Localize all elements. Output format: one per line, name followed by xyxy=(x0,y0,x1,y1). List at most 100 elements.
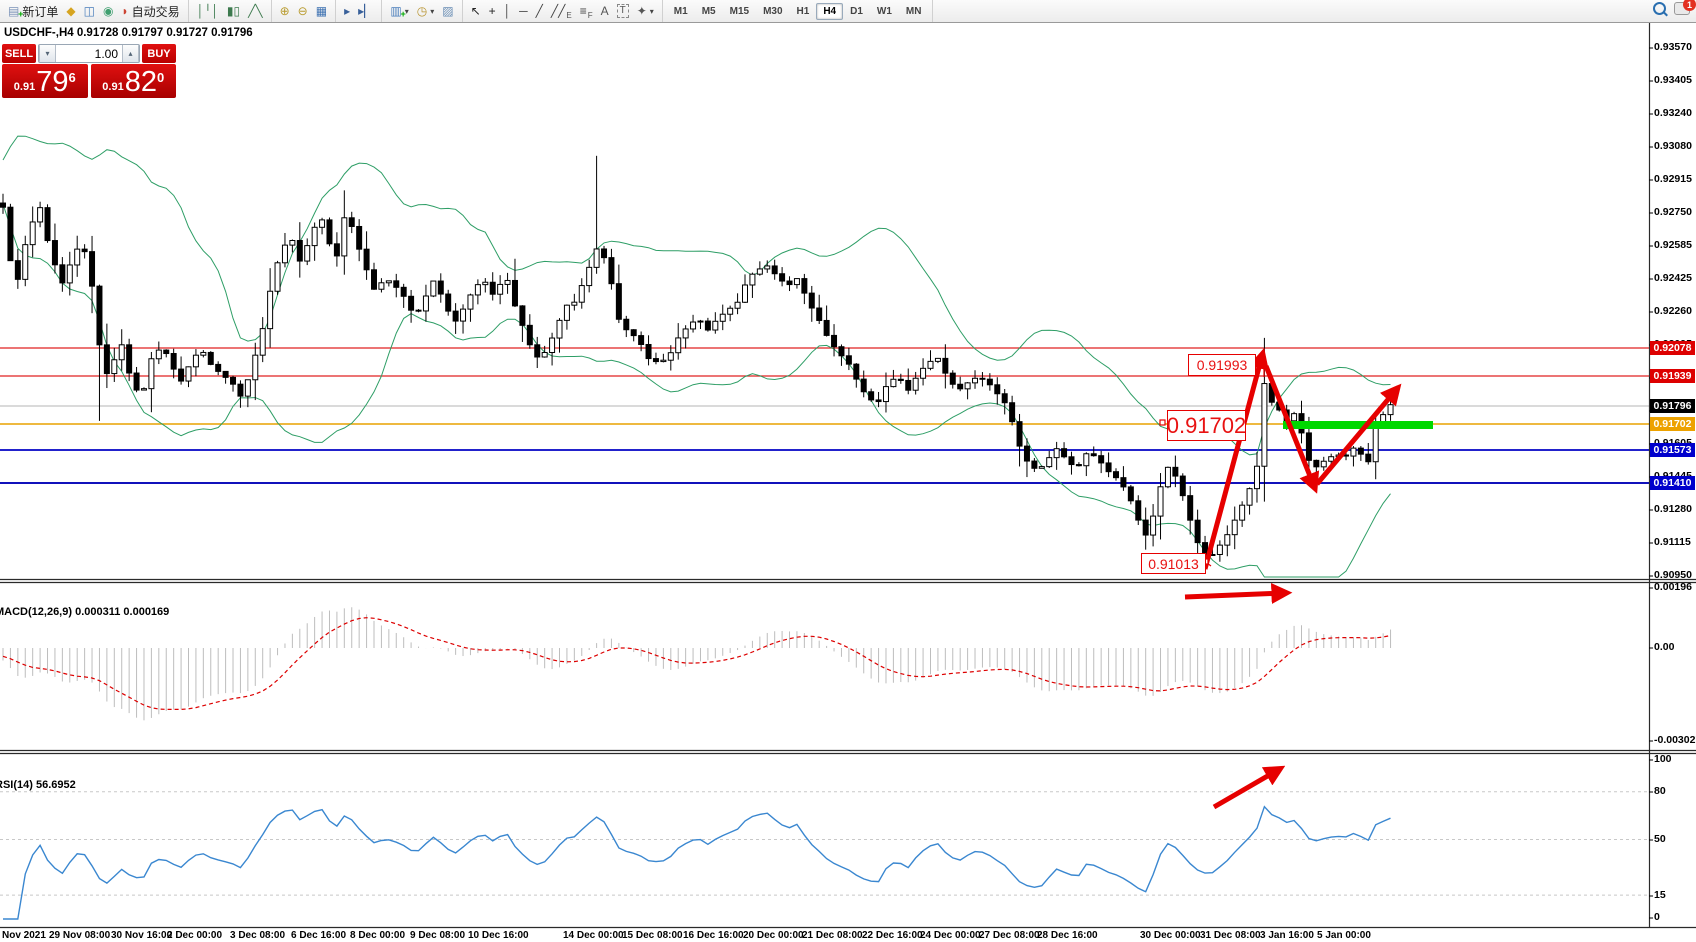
cursor-icon[interactable]: ↖ xyxy=(467,1,485,21)
volume-increase-button[interactable]: ▴ xyxy=(122,45,139,62)
candle-body xyxy=(489,281,496,295)
candle-body xyxy=(378,282,385,290)
candle-body xyxy=(1150,515,1157,536)
market-watch-icon[interactable]: ◫ xyxy=(80,1,99,21)
candle-body xyxy=(1016,421,1023,447)
chart-shift-icon[interactable]: ▸▏ xyxy=(354,1,377,21)
auto-trading-button[interactable]: ◗ 自动交易 xyxy=(117,1,183,21)
macd-signal-line xyxy=(2,617,1391,710)
chat-icon[interactable]: 1 xyxy=(1674,0,1696,15)
candle-body xyxy=(267,290,274,330)
price-axis-tick: 0.92260 xyxy=(1654,305,1692,317)
timeframe-h4[interactable]: H4 xyxy=(816,2,844,20)
new-order-button[interactable]: ▤ + 新订单 xyxy=(4,1,62,21)
one-click-trade-panel: SELL ▾ 1.00 ▴ BUY 0.91 79 6 0.91 82 0 xyxy=(2,44,176,98)
candle-body xyxy=(1127,486,1134,502)
candle-body xyxy=(244,379,251,397)
volume-stepper[interactable]: ▾ 1.00 ▴ xyxy=(38,44,140,63)
candle-body xyxy=(126,344,133,374)
candle-body xyxy=(319,219,326,228)
volume-decrease-button[interactable]: ▾ xyxy=(39,45,56,62)
volume-value[interactable]: 1.00 xyxy=(94,46,118,61)
candle-body xyxy=(519,305,526,326)
candle-body xyxy=(393,280,400,288)
templates-icon[interactable]: ▨ xyxy=(438,1,457,21)
timeframe-mn[interactable]: MN xyxy=(905,5,922,17)
candle-body xyxy=(222,370,229,378)
candle-body xyxy=(22,244,29,280)
auto-scroll-icon[interactable]: ▸ xyxy=(340,1,354,21)
timeframe-m1[interactable]: M1 xyxy=(673,5,688,17)
sell-button[interactable]: SELL xyxy=(2,44,36,63)
candle-body xyxy=(667,352,674,361)
signals-icon[interactable]: ◉ xyxy=(99,1,117,21)
candle-body xyxy=(882,386,889,403)
text-icon[interactable]: A xyxy=(597,1,613,21)
candle-body xyxy=(949,372,956,385)
candle-body xyxy=(51,240,58,266)
time-axis-label: 3 Jan 16:00 xyxy=(1260,930,1314,941)
vertical-line-icon[interactable]: │ xyxy=(500,1,516,21)
tile-windows-icon[interactable]: ▦ xyxy=(312,1,331,21)
candle-body xyxy=(140,388,147,391)
price-axis-tick: 0.93405 xyxy=(1654,74,1692,86)
equidistant-channel-icon[interactable]: ╱╱ E xyxy=(550,4,572,20)
candle-body xyxy=(7,206,14,262)
candle-body xyxy=(1135,500,1142,521)
candlestick-mode-icon: ▮▯ xyxy=(226,4,241,18)
candle-body xyxy=(1187,495,1194,521)
bollinger-upper-band xyxy=(2,135,1391,456)
horizontal-line-icon[interactable]: ─ xyxy=(515,1,532,21)
line-chart-mode-icon: ╱╲ xyxy=(248,4,263,18)
timeframe-d1[interactable]: D1 xyxy=(850,5,863,17)
line-chart-mode-icon[interactable]: ╱╲ xyxy=(244,1,266,21)
price-level-tag: 0.91573 xyxy=(1650,443,1695,457)
timeframe-m30[interactable]: M30 xyxy=(763,5,783,17)
timeframe-w1[interactable]: W1 xyxy=(876,5,892,17)
candle-body xyxy=(1372,423,1379,463)
time-axis-label: 5 Jan 00:00 xyxy=(1317,930,1371,941)
timeframe-m5[interactable]: M5 xyxy=(701,5,716,17)
support-zone-highlight xyxy=(1283,421,1433,429)
price-annotation-label[interactable]: 0.91013 xyxy=(1141,553,1206,574)
zoom-in-icon[interactable]: ⊕ xyxy=(276,1,294,21)
crosshair-icon[interactable]: + xyxy=(485,1,500,21)
profiles-icon: ◷ xyxy=(416,4,428,18)
timeframe-h1[interactable]: H1 xyxy=(796,5,810,17)
candle-body xyxy=(155,349,162,360)
candle-body xyxy=(1157,486,1164,517)
candle-body xyxy=(14,260,21,280)
new-chart-icon[interactable]: ▥ + ▾ xyxy=(390,4,409,19)
candle-body xyxy=(1350,447,1357,457)
candlestick-mode-icon[interactable]: ▮▯ xyxy=(223,1,244,21)
text-label-icon[interactable]: T xyxy=(613,1,633,21)
buy-price-panel[interactable]: 0.91 82 0 xyxy=(90,64,176,98)
sell-price-panel[interactable]: 0.91 79 6 xyxy=(2,64,88,98)
profiles-icon[interactable]: ◷ ▾ xyxy=(416,4,435,18)
candle-body xyxy=(1142,519,1149,536)
candle-body xyxy=(786,280,793,286)
candle-body xyxy=(823,319,830,336)
arrows-shapes-icon[interactable]: ✦ ▾ xyxy=(636,4,654,18)
candle-body xyxy=(89,251,96,287)
search-icon[interactable] xyxy=(1653,2,1666,15)
trendline-icon[interactable]: ╱ xyxy=(532,1,547,21)
zoom-out-icon[interactable]: ⊖ xyxy=(294,1,312,21)
fibonacci-icon[interactable]: ≡ F xyxy=(579,4,593,20)
price-annotation-label[interactable]: 0.91993 xyxy=(1188,354,1256,376)
candle-body xyxy=(356,225,363,250)
buy-button[interactable]: BUY xyxy=(142,44,176,63)
bar-chart-mode-icon[interactable]: │╵│ xyxy=(193,1,223,21)
price-annotation-label[interactable]: 0.91702 xyxy=(1167,410,1246,441)
chart-plot[interactable] xyxy=(0,22,1696,942)
price-axis-tick: 0.92585 xyxy=(1654,239,1692,251)
candle-body xyxy=(371,269,377,290)
new-order-button: ▤ + xyxy=(8,4,24,19)
candle-body xyxy=(682,328,689,339)
candle-body xyxy=(0,202,6,208)
sell-price-sup: 6 xyxy=(68,70,76,85)
new-chart-icon: ▥ + xyxy=(390,4,406,19)
timeframe-m15[interactable]: M15 xyxy=(729,5,750,17)
chart-symbol-title: USDCHF-,H4 0.91728 0.91797 0.91727 0.917… xyxy=(4,27,253,39)
toolbox-icon[interactable]: ◆ xyxy=(62,1,79,21)
